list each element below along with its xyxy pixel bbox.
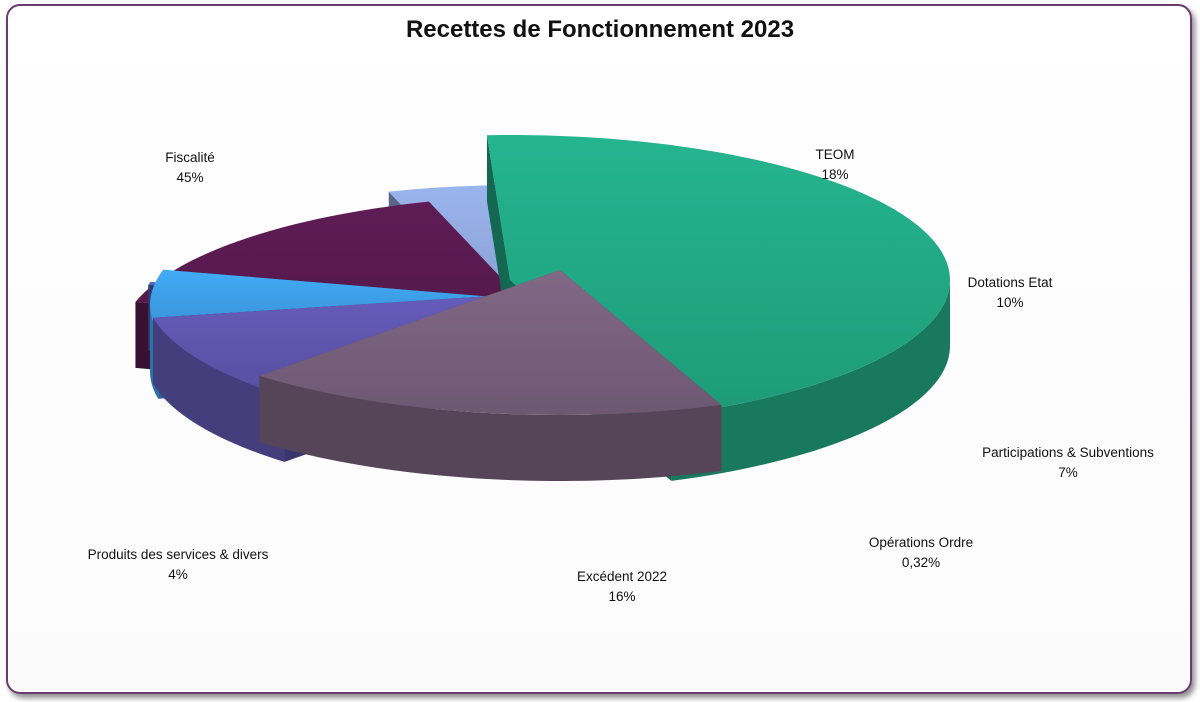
slice-label-5: Excédent 2022 [577,569,667,584]
slice-value-0: 45% [176,170,203,185]
slice-value-2: 10% [996,295,1023,310]
chart-title: Recettes de Fonctionnement 2023 [405,16,795,43]
slice-label-3: Participations & Subventions [982,445,1154,460]
slice-value-5: 16% [608,589,635,604]
slice-label-6: Produits des services & divers [88,547,269,562]
slice-value-4: 0,32% [902,555,940,570]
slice-1-outer-wall-0 [259,375,722,481]
slice-0-outer-wall-0 [671,280,950,481]
slice-label-4: Opérations Ordre [869,535,973,550]
slice-1-top [259,270,722,415]
slice-label-1: TEOM [816,147,855,162]
slice-2-outer-wall-0 [153,317,285,462]
slice-value-6: 4% [168,567,188,582]
slice-label-0: Fiscalité [165,150,215,165]
slice-label-2: Dotations Etat [968,275,1053,290]
slice-value-1: 18% [821,167,848,182]
slice-value-3: 7% [1058,465,1078,480]
slice-1 [259,270,722,481]
